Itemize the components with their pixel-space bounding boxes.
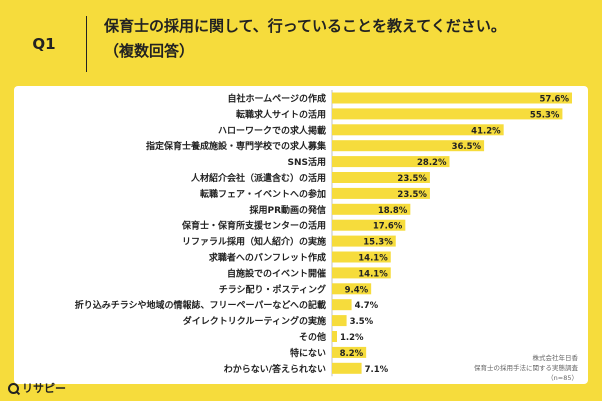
- category-label: 人材紹介会社（派遣含む）の活用: [190, 172, 326, 184]
- bar-value-label: 23.5%: [397, 190, 427, 200]
- bar-value-label: 17.6%: [373, 222, 403, 232]
- bar: [332, 108, 563, 120]
- chart-panel: 自社ホームページの作成 57.6% 転職求人サイトの活用 55.3% ハローワークでの求…: [14, 86, 588, 384]
- category-label: 求職者へのパンフレット作成: [209, 252, 326, 264]
- bar-chart: 自社ホームページの作成 57.6% 転職求人サイトの活用 55.3% ハローワークでの求…: [75, 90, 572, 377]
- category-label: その他: [299, 331, 326, 343]
- bar-value-label: 18.8%: [378, 206, 408, 216]
- question-title-line1: 保育士の採用に関して、行っていることを教えてください。: [104, 17, 506, 35]
- question-number-badge: Q1: [32, 35, 56, 53]
- category-label: ダイレクトリクルーティングの実施: [183, 315, 326, 327]
- brand-logo: リサピー: [8, 379, 66, 397]
- question-title: 保育士の採用に関して、行っていることを教えてください。 （複数回答）: [104, 14, 584, 64]
- category-label: チラシ配り・ポスティング: [219, 283, 326, 295]
- category-label: 折り込みチラシや地域の情報誌、フリーペーパーなどへの記載: [75, 299, 326, 311]
- bar: [332, 346, 367, 358]
- category-label: 自施設でのイベント開催: [227, 267, 326, 279]
- bar: [332, 219, 406, 231]
- bar: [332, 251, 391, 263]
- bar-value-label: 28.2%: [417, 158, 447, 168]
- brand-logo-text: リサピー: [22, 382, 66, 395]
- bar-value-label: 15.3%: [363, 238, 393, 248]
- category-label: 転職求人サイトの活用: [236, 108, 326, 120]
- bar: [332, 187, 430, 199]
- category-label: ハローワークでの求人掲載: [218, 124, 326, 136]
- bar-value-label: 14.1%: [358, 269, 388, 279]
- bar: [332, 172, 430, 183]
- bar: [332, 92, 572, 104]
- bar: [332, 315, 347, 327]
- bar: [332, 299, 352, 311]
- question-title-line2: （複数回答）: [104, 42, 195, 60]
- bar-value-label: 9.4%: [345, 285, 369, 295]
- category-label: 保育士・保育所支援センターの活用: [181, 220, 326, 232]
- bar: [332, 267, 391, 279]
- bar: [332, 331, 337, 342]
- source-sample-size: （n=85）: [547, 374, 578, 382]
- category-label: SNS活用: [288, 156, 327, 168]
- bar-value-label: 14.1%: [358, 254, 388, 264]
- header-divider: [86, 16, 87, 72]
- bar: [332, 156, 450, 168]
- source-note: 株式会社年日香 保育士の採用手法に関する実態調査 （n=85）: [474, 353, 578, 383]
- category-label: 転職フェア・イベントへの参加: [200, 188, 326, 200]
- bar-value-label: 1.2%: [340, 333, 364, 343]
- category-label: 自社ホームページの作成: [227, 93, 326, 105]
- bar: [332, 124, 504, 136]
- bar-value-label: 36.5%: [452, 142, 482, 152]
- category-label: わからない/答えられない: [224, 363, 326, 375]
- bar-value-label: 23.5%: [397, 174, 427, 184]
- bar-value-label: 7.1%: [365, 365, 389, 375]
- bar-value-label: 4.7%: [355, 301, 379, 311]
- category-label: リファラル採用（知人紹介）の実施: [182, 236, 326, 248]
- bar-value-label: 41.2%: [471, 126, 501, 136]
- bar-value-label: 55.3%: [530, 110, 560, 120]
- category-label: 特にない: [290, 347, 326, 359]
- source-survey-title: 保育士の採用手法に関する実態調査: [474, 364, 578, 372]
- source-company: 株式会社年日香: [532, 354, 579, 362]
- bar: [332, 362, 362, 374]
- bar: [332, 283, 372, 295]
- bar-value-label: 57.6%: [540, 95, 570, 105]
- bar-value-label: 8.2%: [340, 349, 364, 359]
- bar: [332, 203, 411, 215]
- bar-value-label: 3.5%: [350, 317, 374, 327]
- bar: [332, 235, 396, 247]
- category-label: 採用PR動画の発信: [249, 204, 326, 216]
- bar: [332, 140, 485, 152]
- category-label: 指定保育士養成施設・専門学校での求人募集: [146, 140, 327, 152]
- magnifier-icon: [8, 382, 19, 394]
